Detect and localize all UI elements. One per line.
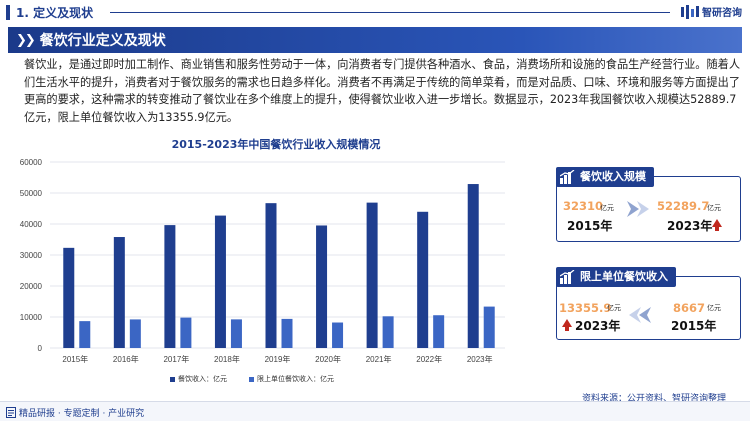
bar-above-scale <box>433 315 445 348</box>
revenue-to-unit: 亿元 <box>707 204 721 212</box>
data-source: 资料来源：公开资料、智研咨询整理 <box>581 394 726 404</box>
revenue-from-value: 32310 <box>563 199 604 213</box>
bar-above-scale <box>129 319 141 348</box>
y-tick-label: 10000 <box>20 313 43 322</box>
bar-above-scale <box>332 322 344 348</box>
above-scale-card: 限上单位餐饮收入 13355.9 亿元 2023年 8667 亿元 2015年 <box>556 267 741 340</box>
x-tick-label: 2017年 <box>163 354 189 364</box>
revenue-to-value: 52289.7 <box>657 199 710 213</box>
revenue-from-unit: 亿元 <box>600 204 614 212</box>
brand: 智研咨询 <box>681 4 742 19</box>
bar-above-scale <box>281 318 293 348</box>
x-tick-label: 2016年 <box>113 354 139 364</box>
y-tick-label: 40000 <box>20 220 43 229</box>
banner-title: 餐饮行业定义及现状 <box>39 33 166 49</box>
revenue-card: 餐饮收入规模 32310 亿元 2015年 52289.7 亿元 2023年 <box>556 167 741 242</box>
bar-above-scale <box>230 319 242 348</box>
section-title: 1. 定义及现状 <box>16 6 94 20</box>
revenue-card-title: 餐饮收入规模 <box>580 170 646 183</box>
above-from-year: 2023年 <box>575 319 621 333</box>
chart-legend: 餐饮收入：亿元 限上单位餐饮收入：亿元 <box>170 374 356 384</box>
bar-revenue <box>63 247 75 348</box>
x-tick-label: 2015年 <box>62 354 88 364</box>
header-divider <box>110 12 670 13</box>
x-tick-label: 2022年 <box>416 354 442 364</box>
bar-above-scale <box>79 321 91 348</box>
y-tick-label: 30000 <box>20 251 43 260</box>
legend-swatch-above <box>249 376 254 382</box>
y-tick-label: 20000 <box>20 282 43 291</box>
double-chevron-icon: ❯❯ <box>16 32 36 48</box>
bar-revenue <box>265 203 277 348</box>
revenue-to-year: 2023年 <box>667 219 713 233</box>
revenue-bar-chart: 0 10000 20000 30000 40000 50000 60000 2015年 2016… <box>20 158 505 364</box>
above-to-year: 2015年 <box>671 319 717 333</box>
above-to-unit: 亿元 <box>707 304 721 312</box>
y-tick-label: 60000 <box>20 158 43 167</box>
footer-tag: 精品研报 · 专题定制 · 产业研究 <box>6 406 144 419</box>
x-tick-label: 2018年 <box>214 354 240 364</box>
x-tick-label: 2020年 <box>315 354 341 364</box>
top-bar: 1. 定义及现状 智研咨询 <box>0 0 750 24</box>
bar-above-scale <box>180 317 192 348</box>
intro-paragraph: 餐饮业，是通过即时加工制作、商业销售和服务性劳动于一体，向消费者专门提供各种酒水… <box>24 58 741 124</box>
brand-name: 智研咨询 <box>702 8 742 19</box>
bar-revenue <box>316 225 328 348</box>
bar-chart-icon <box>560 270 575 284</box>
legend-label-above: 限上单位餐饮收入：亿元 <box>257 375 334 383</box>
bar-revenue <box>467 184 479 348</box>
right-arrow-icon <box>627 201 649 217</box>
legend-item-revenue: 餐饮收入：亿元 <box>170 374 227 384</box>
revenue-card-header: 餐饮收入规模 <box>556 167 654 187</box>
section-accent-bar <box>6 5 10 20</box>
left-arrow-icon <box>629 307 651 323</box>
bar-above-scale <box>483 306 495 348</box>
y-tick-label: 50000 <box>20 189 43 198</box>
above-to-value: 8667 <box>673 301 706 315</box>
report-icon <box>6 407 16 418</box>
bar-revenue <box>417 211 429 348</box>
bar-above-scale <box>382 316 394 348</box>
footer: 精品研报 · 专题定制 · 产业研究 <box>0 401 750 421</box>
bar-chart-icon <box>560 170 575 184</box>
above-scale-card-title: 限上单位餐饮收入 <box>580 270 668 283</box>
bar-revenue <box>113 237 125 348</box>
chart-title: 2015-2023年中国餐饮行业收入规模情况 <box>171 138 381 151</box>
x-tick-label: 2019年 <box>265 354 291 364</box>
legend-swatch-revenue <box>170 376 175 382</box>
bar-revenue <box>214 215 226 348</box>
legend-item-above: 限上单位餐饮收入：亿元 <box>249 374 334 384</box>
bar-revenue <box>164 225 176 348</box>
legend-label-revenue: 餐饮收入：亿元 <box>178 375 227 383</box>
x-tick-label: 2021年 <box>366 354 392 364</box>
above-from-value: 13355.9 <box>559 301 612 315</box>
x-tick-label: 2023年 <box>467 354 493 364</box>
bar-revenue <box>366 202 378 348</box>
brand-logo-icon <box>681 4 699 19</box>
section-banner: ❯❯ 餐饮行业定义及现状 <box>8 27 742 53</box>
y-tick-label: 0 <box>38 344 43 353</box>
revenue-from-year: 2015年 <box>567 219 613 233</box>
footer-tagline: 精品研报 · 专题定制 · 产业研究 <box>19 409 145 419</box>
above-from-unit: 亿元 <box>607 304 621 312</box>
above-scale-card-header: 限上单位餐饮收入 <box>556 267 676 287</box>
